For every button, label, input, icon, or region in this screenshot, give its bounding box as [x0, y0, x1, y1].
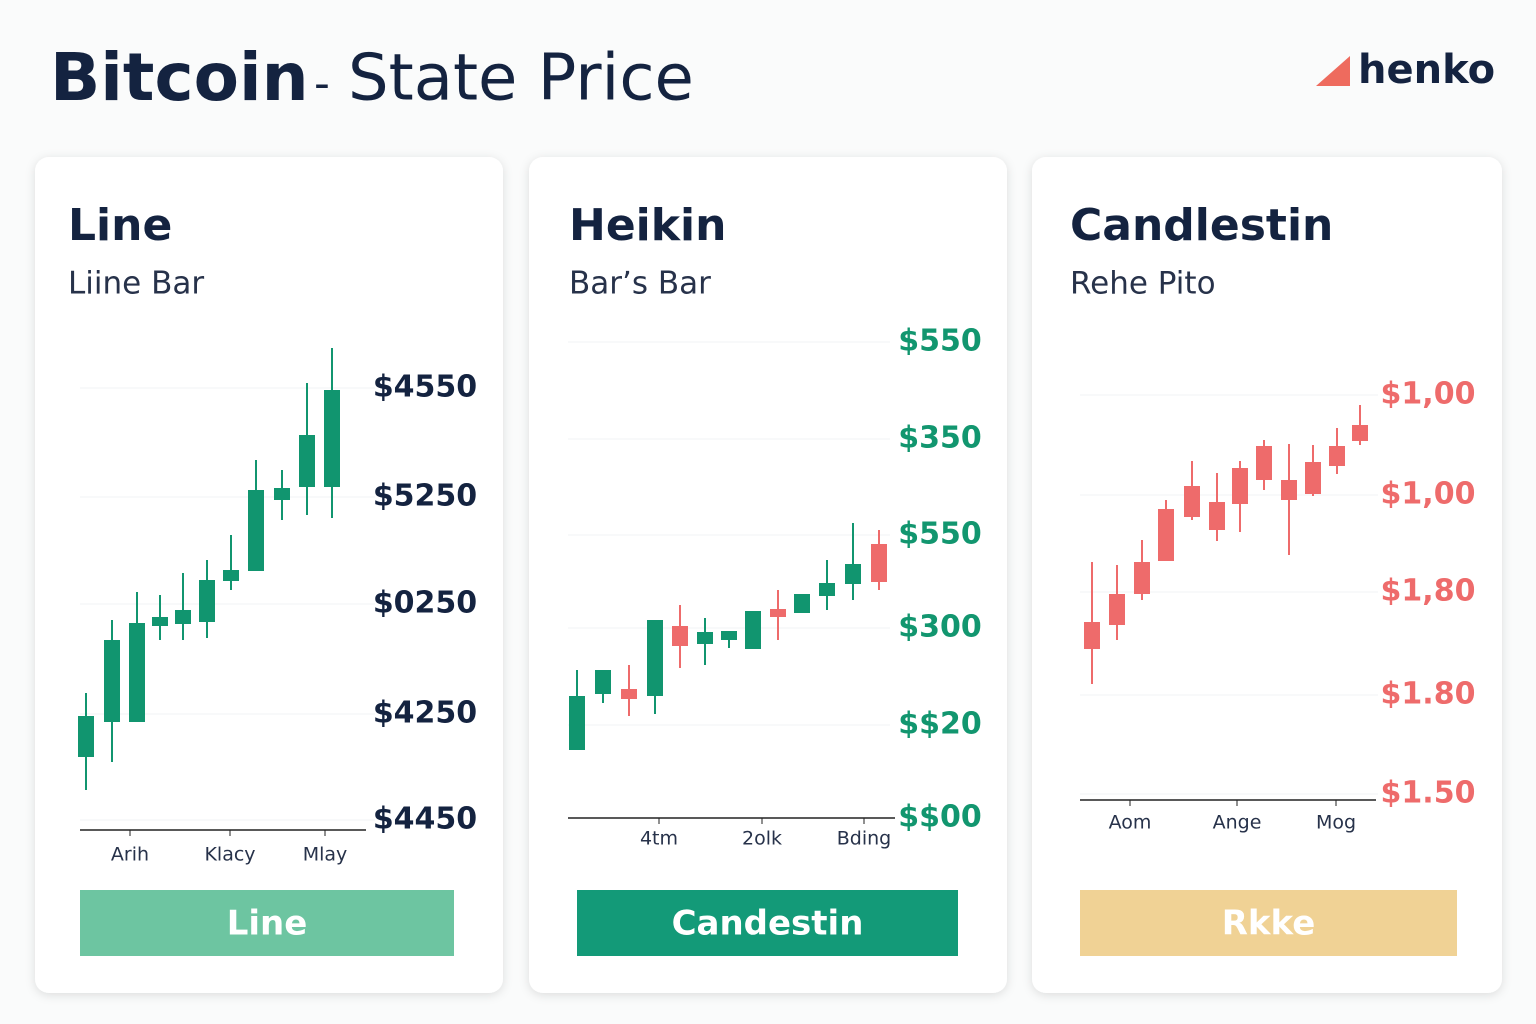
candle-body — [175, 610, 191, 624]
x-label: 2olk — [742, 828, 782, 850]
candle-body — [223, 570, 239, 581]
x-label: Bding — [837, 828, 891, 850]
candle-body — [78, 716, 94, 757]
panel-title: Line — [68, 200, 172, 251]
y-label: $$20 — [898, 707, 982, 742]
title-rest: State Price — [348, 42, 694, 116]
candle-body — [1084, 622, 1100, 649]
candle-body — [1109, 594, 1125, 625]
candle-body — [819, 583, 835, 596]
panel-title: Candlestin — [1070, 200, 1333, 251]
candle-body — [104, 640, 120, 722]
candle-body — [1352, 425, 1368, 441]
y-label: $350 — [898, 421, 982, 456]
candle-body — [745, 611, 761, 649]
candle-body — [647, 620, 663, 696]
candle-body — [845, 564, 861, 584]
y-label: $1.50 — [1381, 776, 1476, 811]
y-label: $5250 — [373, 479, 477, 514]
panel-subtitle: Liine Bar — [68, 266, 204, 302]
candle-body — [129, 623, 145, 722]
title-bold: Bitcoin — [50, 39, 309, 116]
panel-title: Heikin — [569, 200, 726, 251]
x-label: Arih — [111, 844, 149, 866]
candle-body — [274, 488, 290, 500]
panel: Heikin Bar’s Bar $550 $350 $550 $300 $$20 $$00 4… — [529, 157, 1007, 993]
candle-body — [721, 631, 737, 640]
y-label: $1,00 — [1381, 377, 1476, 412]
candle-body — [1232, 468, 1248, 504]
x-label: Mog — [1316, 812, 1356, 834]
candle-body — [1209, 502, 1225, 530]
button[interactable]: Rkke — [1080, 890, 1457, 956]
candle-body — [672, 626, 688, 646]
panel-subtitle: Rehe Pito — [1070, 266, 1216, 302]
x-label: 4tm — [640, 828, 678, 850]
candle-body — [770, 609, 786, 617]
y-label: $550 — [898, 517, 982, 552]
candle-body — [299, 435, 315, 487]
x-label: Mlay — [303, 844, 348, 866]
button-label[interactable]: Rkke — [1222, 904, 1316, 944]
y-label: $300 — [898, 610, 982, 645]
y-label: $1.80 — [1381, 677, 1476, 712]
candle-body — [1158, 509, 1174, 561]
y-label: $$00 — [898, 800, 982, 835]
y-label: $4250 — [373, 696, 477, 731]
candle-body — [152, 617, 168, 626]
y-label: $550 — [898, 324, 982, 359]
candle-body — [248, 490, 264, 571]
card — [1032, 157, 1502, 993]
button-bg[interactable] — [577, 890, 958, 956]
y-label: $0250 — [373, 586, 477, 621]
panel: Line Liine Bar $4550 $5250 $0250 $4250 $4450 Ar… — [35, 157, 503, 993]
button-bg[interactable] — [80, 890, 454, 956]
y-label: $1,00 — [1381, 477, 1476, 512]
x-label: Ange — [1213, 812, 1262, 834]
button[interactable]: Candestin — [577, 890, 958, 956]
candle-body — [697, 632, 713, 644]
candle-body — [569, 696, 585, 750]
candle-body — [1305, 462, 1321, 494]
panel: Candlestin Rehe Pito $1,00 $1,00 $1,80 $1.80 $… — [1032, 157, 1502, 993]
candle-body — [1184, 486, 1200, 517]
y-label: $4450 — [373, 802, 477, 837]
button-label[interactable]: Line — [227, 904, 308, 944]
button-label[interactable]: Candestin — [672, 904, 864, 944]
candle-body — [324, 390, 340, 487]
button[interactable]: Line — [80, 890, 454, 956]
x-label: Klacy — [204, 844, 255, 866]
card — [529, 157, 1007, 993]
candle-body — [1256, 446, 1272, 480]
candle-body — [1281, 480, 1297, 500]
y-label: $1,80 — [1381, 574, 1476, 609]
candle-body — [1329, 446, 1345, 466]
logo: henko — [1358, 47, 1495, 93]
candle-body — [794, 594, 810, 613]
logo-mark — [1316, 56, 1350, 86]
button-bg[interactable] — [1080, 890, 1457, 956]
panels: Line Liine Bar $4550 $5250 $0250 $4250 $4450 Ar… — [35, 157, 1502, 993]
candle-body — [1134, 562, 1150, 594]
candle-body — [871, 544, 887, 582]
y-label: $4550 — [373, 370, 477, 405]
panel-subtitle: Bar’s Bar — [569, 266, 711, 302]
title-separator: - — [314, 58, 330, 109]
card — [35, 157, 503, 993]
candle-body — [199, 580, 215, 622]
candle-body — [621, 689, 637, 699]
candle-body — [595, 670, 611, 694]
x-label: Aom — [1109, 812, 1152, 834]
